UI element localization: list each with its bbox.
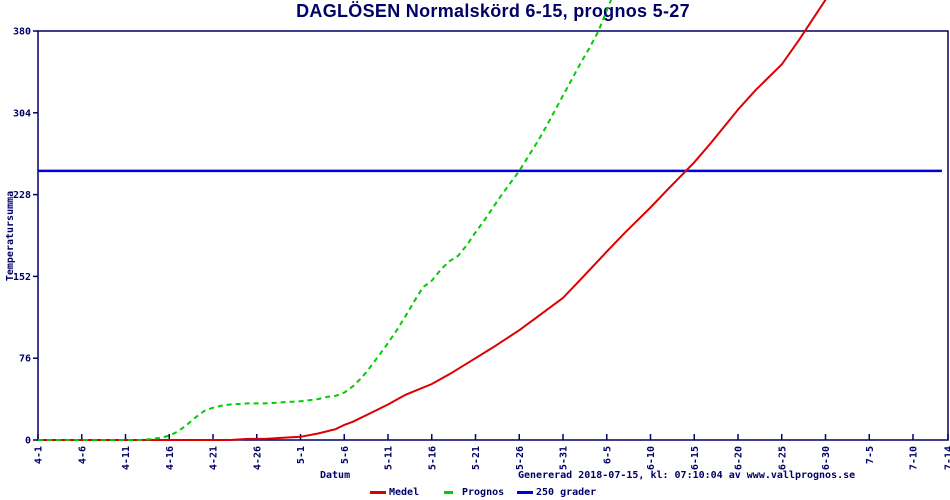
x-axis-title: Datum: [320, 470, 351, 481]
legend-item-prognos: Prognos: [444, 485, 504, 499]
y-tick-label: 152: [13, 272, 31, 283]
plot-area: 0 76 152 228 304 380 4-1 4-6 4-11 4-16 4-21 4-26 5-1…: [13, 0, 950, 470]
legend-line-250-grader-icon: [517, 490, 533, 494]
x-tick-label: 5-31: [559, 446, 570, 470]
plot-border: [37, 30, 949, 441]
x-tick-label: 6-25: [777, 446, 788, 470]
x-tick-label: 6-5: [602, 446, 613, 464]
legend: Medel Prognos 250 grader: [0, 485, 950, 499]
x-tick-label: 6-10: [646, 446, 657, 470]
y-tick-label: 228: [13, 190, 31, 201]
x-tick-label: 6-30: [821, 446, 832, 470]
legend-label-250-grader: 250 grader: [536, 486, 597, 498]
x-tick-label: 5-1: [296, 446, 307, 464]
x-tick-label: 4-21: [209, 446, 220, 470]
generated-timestamp: Genererad 2018-07-15, kl: 07:10:04 av ww…: [518, 470, 856, 481]
x-tick-label: 7-14: [944, 446, 950, 470]
x-tick-label: 4-16: [165, 446, 176, 470]
x-tick-label: 5-6: [340, 446, 351, 464]
legend-item-250-grader: 250 grader: [517, 485, 596, 499]
legend-item-medel: Medel: [370, 485, 419, 499]
x-tick-label: 4-11: [121, 446, 132, 470]
x-tick-label: 5-21: [471, 446, 482, 470]
y-axis-title: Temperatursumma: [5, 191, 16, 281]
x-tick-label: 5-26: [515, 446, 526, 470]
chart-title: DAGLÖSEN Normalskörd 6-15, prognos 5-27: [296, 1, 690, 21]
series-medel: [38, 0, 827, 441]
x-tick-label: 4-1: [34, 446, 45, 464]
legend-label-medel: Medel: [389, 486, 420, 498]
x-tick-label: 6-20: [734, 446, 745, 470]
x-tick-label: 4-26: [252, 446, 263, 470]
y-tick-label: 0: [25, 436, 31, 447]
x-tick-label: 7-10: [909, 446, 920, 470]
legend-label-prognos: Prognos: [462, 486, 505, 498]
y-tick-label: 76: [19, 354, 31, 365]
x-tick-label: 5-11: [384, 446, 395, 470]
legend-line-prognos-icon: [444, 490, 453, 494]
x-tick-label: 7-5: [865, 446, 876, 464]
y-tick-label: 304: [13, 108, 31, 119]
series-prognos: [38, 0, 613, 441]
legend-line-medel-icon: [370, 490, 386, 494]
y-tick-label: 380: [13, 27, 31, 38]
x-tick-label: 5-16: [427, 446, 438, 470]
x-tick-label: 4-6: [77, 446, 88, 464]
x-tick-label: 6-15: [690, 446, 701, 470]
